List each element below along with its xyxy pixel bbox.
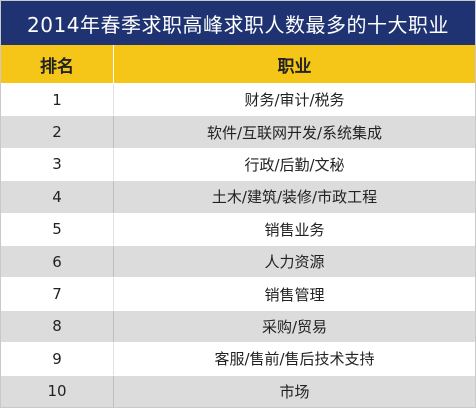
table-title: 2014年春季求职高峰求职人数最多的十大职业: [1, 1, 475, 45]
job-cell: 行政/后勤/文秘: [244, 155, 345, 174]
job-cell: 人力资源: [264, 253, 325, 272]
table-row: 1 财务/审计/税务: [1, 83, 475, 116]
table-row: 10 市场: [1, 374, 475, 407]
header-rank: 排名: [1, 45, 114, 83]
job-cell: 市场: [279, 382, 310, 401]
table-row: 4 土木/建筑/装修/市政工程: [1, 180, 475, 213]
job-cell: 客服/售前/售后技术支持: [214, 350, 375, 369]
rank-cell: 9: [1, 343, 114, 375]
table-title-text: 2014年春季求职高峰求职人数最多的十大职业: [27, 12, 449, 37]
rank-cell: 5: [1, 213, 114, 245]
table-header: 排名 职业: [1, 45, 475, 83]
job-cell: 销售业务: [264, 220, 325, 239]
rank-cell: 1: [1, 84, 114, 116]
table-row: 5 销售业务: [1, 212, 475, 245]
job-cell: 财务/审计/税务: [244, 91, 345, 110]
table-body: 1 财务/审计/税务 2 软件/互联网开发/系统集成 3 行政/后勤/文秘 4 …: [1, 83, 475, 407]
rank-cell: 10: [1, 375, 114, 407]
rank-cell: 8: [1, 310, 114, 343]
table-row: 8 采购/贸易: [1, 309, 475, 343]
rank-cell: 3: [1, 148, 114, 181]
table-row: 3 行政/后勤/文秘: [1, 147, 475, 181]
table-row: 2 软件/互联网开发/系统集成: [1, 115, 475, 148]
table-row: 9 客服/售前/售后技术支持: [1, 342, 475, 375]
job-cell: 采购/贸易: [261, 317, 328, 336]
table-row: 6 人力资源: [1, 244, 475, 278]
rank-cell: 2: [1, 116, 114, 148]
job-cell: 土木/建筑/装修/市政工程: [211, 188, 378, 207]
table-row: 7 销售管理: [1, 277, 475, 310]
job-cell: 软件/互联网开发/系统集成: [206, 123, 383, 142]
job-cell: 销售管理: [264, 285, 325, 304]
rank-cell: 4: [1, 181, 114, 213]
header-job: 职业: [277, 56, 312, 77]
rank-cell: 6: [1, 245, 114, 278]
rank-cell: 7: [1, 278, 114, 310]
